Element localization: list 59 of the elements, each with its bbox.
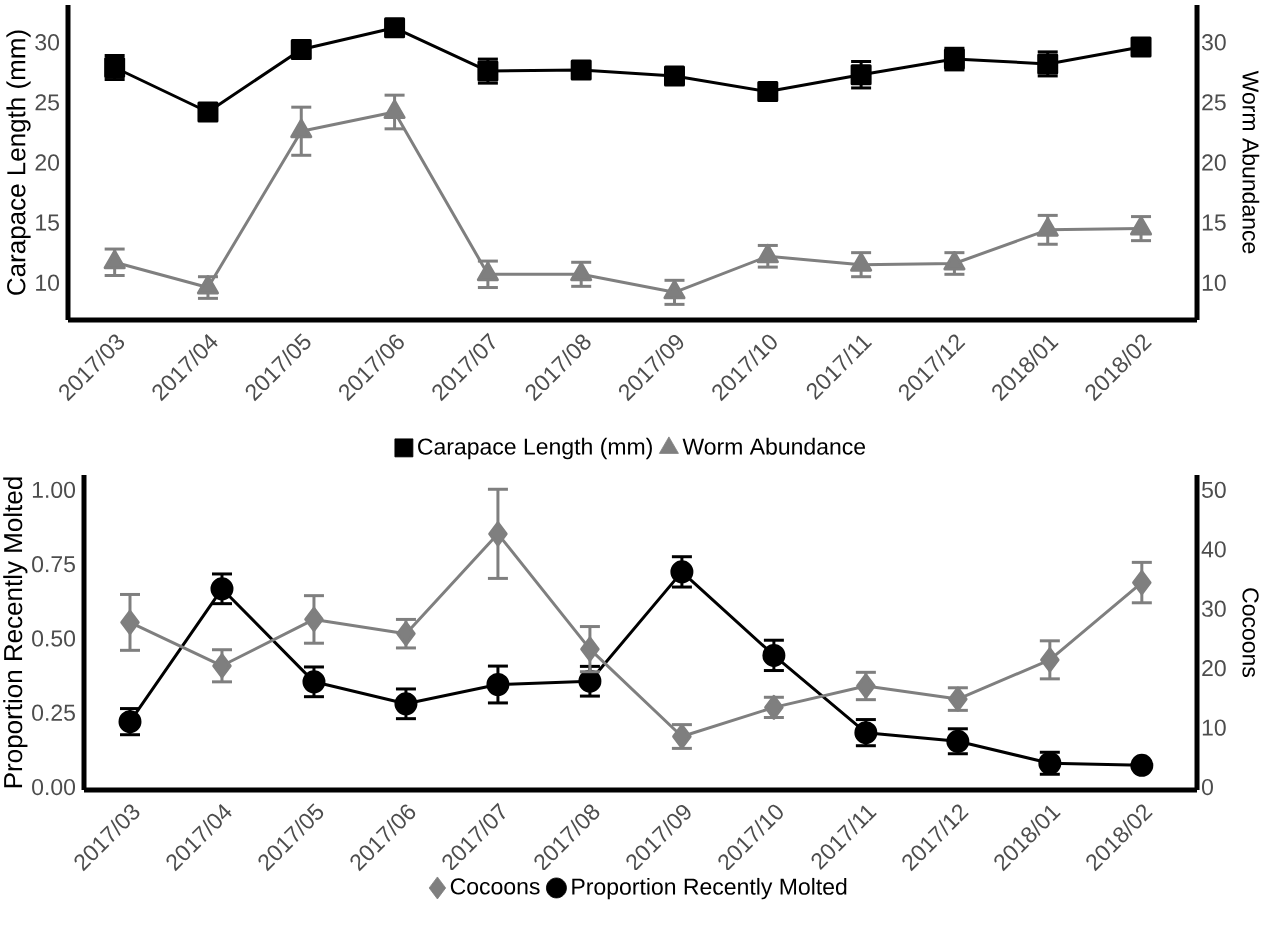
point bbox=[290, 118, 313, 139]
y2-tick-label: 15 bbox=[1202, 214, 1226, 231]
point bbox=[302, 670, 326, 694]
point bbox=[304, 606, 324, 632]
y-tick-label: 0.00 bbox=[32, 778, 76, 796]
point bbox=[663, 65, 685, 87]
point bbox=[394, 692, 418, 716]
y-tick-label: 0.75 bbox=[32, 556, 75, 573]
y-tick-label: 15 bbox=[36, 214, 59, 231]
point bbox=[570, 59, 592, 81]
y-tick-label: 10 bbox=[36, 274, 60, 291]
point bbox=[762, 643, 786, 667]
point bbox=[580, 636, 600, 662]
legend-label: Cocoons bbox=[450, 878, 540, 895]
point bbox=[850, 252, 873, 272]
point bbox=[486, 673, 510, 696]
point bbox=[384, 17, 406, 39]
point bbox=[210, 577, 234, 601]
y2-tick-label: 0 bbox=[1201, 778, 1213, 796]
point bbox=[383, 99, 406, 119]
y-tick-label: 25 bbox=[35, 94, 59, 111]
legend-label: Carapace Length (mm) bbox=[418, 437, 652, 460]
point bbox=[197, 101, 219, 123]
y2-axis-title: Cocoons bbox=[1242, 588, 1259, 678]
point bbox=[488, 521, 508, 547]
y-tick-label: 20 bbox=[35, 154, 60, 171]
point bbox=[1130, 216, 1153, 236]
y2-tick-label: 10 bbox=[1202, 719, 1226, 736]
point bbox=[756, 243, 779, 264]
y-tick-label: 1.00 bbox=[32, 481, 76, 498]
y-tick-label: 0.25 bbox=[32, 704, 75, 721]
point bbox=[570, 261, 593, 282]
point bbox=[670, 560, 694, 584]
point bbox=[1130, 36, 1152, 58]
y-axis-title: Proportion Recently Molted bbox=[3, 477, 28, 788]
y2-tick-label: 40 bbox=[1201, 541, 1226, 558]
y2-tick-label: 20 bbox=[1202, 660, 1226, 677]
point bbox=[757, 81, 779, 103]
y2-tick-label: 25 bbox=[1202, 94, 1226, 111]
point bbox=[1132, 570, 1152, 596]
point bbox=[1040, 647, 1060, 673]
y2-tick-label: 30 bbox=[1201, 34, 1226, 51]
point bbox=[943, 250, 966, 271]
point bbox=[290, 38, 312, 60]
y-tick-label: 0.50 bbox=[32, 630, 76, 647]
y2-axis-title: Worm Abundance bbox=[1242, 70, 1260, 254]
y2-tick-label: 20 bbox=[1202, 154, 1226, 171]
y-axis-title: Carapace Length (mm) bbox=[6, 30, 31, 295]
point bbox=[196, 275, 219, 295]
legend-label: Proportion Recently Molted bbox=[572, 877, 847, 900]
y-tick-label: 30 bbox=[35, 34, 60, 51]
legend-label: Worm Abundance bbox=[682, 437, 866, 455]
y2-tick-label: 50 bbox=[1201, 481, 1226, 498]
point bbox=[120, 609, 140, 635]
point bbox=[663, 279, 686, 300]
point bbox=[212, 653, 232, 679]
y2-tick-label: 30 bbox=[1201, 600, 1226, 617]
y2-tick-label: 10 bbox=[1202, 274, 1226, 291]
point bbox=[1130, 753, 1154, 777]
